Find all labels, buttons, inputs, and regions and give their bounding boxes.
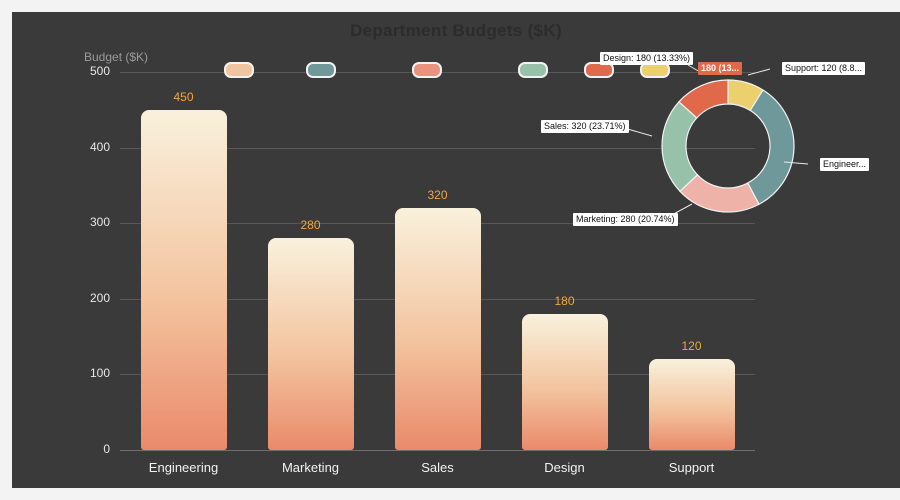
y-tick-label: 100 xyxy=(89,366,110,381)
donut-label-design-badge: 180 (13... xyxy=(698,62,743,75)
y-axis-label: Budget ($K) xyxy=(84,50,149,64)
bar-value-label: 120 xyxy=(681,339,702,354)
x-axis-label-engineering: Engineering xyxy=(148,460,219,475)
bar-sales[interactable] xyxy=(394,208,481,450)
gridline-0 xyxy=(120,450,755,451)
x-axis-label-design: Design xyxy=(544,460,585,475)
bar-value-label: 280 xyxy=(300,218,321,233)
legend-swatch-4[interactable] xyxy=(584,62,614,78)
donut-slice-design[interactable] xyxy=(678,79,729,119)
y-tick-label: 400 xyxy=(89,139,110,154)
y-tick-label: 500 xyxy=(89,64,110,78)
donut-label-marketing: Marketing: 280 (20.74%) xyxy=(573,213,678,226)
y-tick-label: 200 xyxy=(89,290,110,305)
donut-slice-engineering[interactable] xyxy=(746,89,795,206)
chart-title: Department Budgets ($K) xyxy=(350,21,562,40)
donut-slice-sales[interactable] xyxy=(661,100,699,193)
x-axis-label-marketing: Marketing xyxy=(281,460,340,475)
x-axis-label-sales: Sales xyxy=(421,460,454,475)
x-axis-label-support: Support xyxy=(668,460,715,475)
y-tick-label: 0 xyxy=(103,442,110,456)
chart-panel: Department Budgets ($K) Budget ($K) 0 100… xyxy=(12,12,900,488)
y-tick-label: 300 xyxy=(89,215,110,230)
donut-label-design: Design: 180 (13.33%) xyxy=(600,52,694,65)
donut-label-engineering: Engineer... xyxy=(820,158,870,171)
bar-value-label: 320 xyxy=(427,188,448,203)
gridline-400 xyxy=(120,147,755,149)
bar-engineering[interactable] xyxy=(140,109,227,450)
bar-design[interactable] xyxy=(521,313,608,450)
bar-marketing[interactable] xyxy=(267,238,354,450)
legend-swatch-0[interactable] xyxy=(224,62,254,78)
donut-label-sales: Sales: 320 (23.71%) xyxy=(541,120,629,133)
bar-support[interactable] xyxy=(648,359,735,450)
legend-swatch-3[interactable] xyxy=(518,62,548,78)
donut-chart xyxy=(661,79,795,213)
legend-swatch-2[interactable] xyxy=(412,62,442,78)
bar-value-label: 180 xyxy=(554,293,575,308)
legend-swatch-1[interactable] xyxy=(306,62,336,78)
donut-label-support: Support: 120 (8.8... xyxy=(782,62,866,75)
bar-value-label: 450 xyxy=(173,89,194,104)
